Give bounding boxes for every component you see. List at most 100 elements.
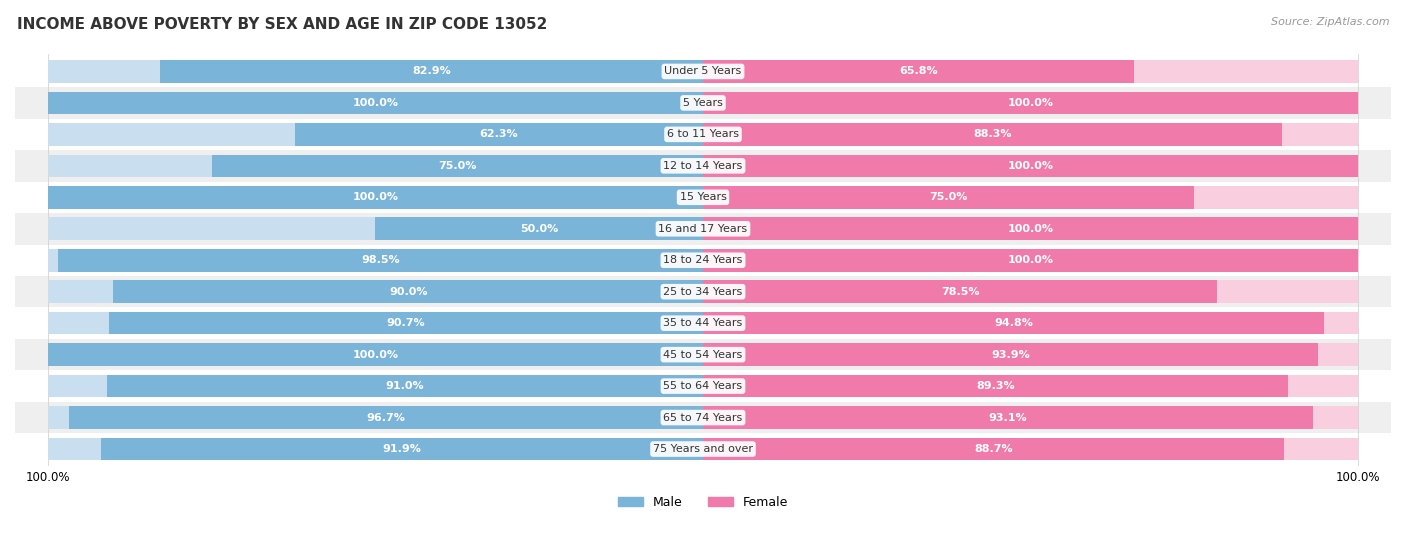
Text: 78.5%: 78.5% xyxy=(941,287,980,297)
Text: 6 to 11 Years: 6 to 11 Years xyxy=(666,129,740,139)
Bar xyxy=(703,186,1358,209)
Text: 75 Years and over: 75 Years and over xyxy=(652,444,754,454)
Bar xyxy=(375,217,703,240)
Text: 94.8%: 94.8% xyxy=(994,318,1033,328)
Bar xyxy=(15,307,1391,339)
Bar xyxy=(15,119,1391,150)
Bar xyxy=(15,276,1391,307)
Bar xyxy=(703,154,1358,177)
Bar xyxy=(15,244,1391,276)
Bar xyxy=(703,438,1358,461)
Text: 75.0%: 75.0% xyxy=(929,192,967,202)
Text: INCOME ABOVE POVERTY BY SEX AND AGE IN ZIP CODE 13052: INCOME ABOVE POVERTY BY SEX AND AGE IN Z… xyxy=(17,17,547,32)
Bar xyxy=(15,402,1391,433)
Bar xyxy=(703,60,1135,83)
Text: 15 Years: 15 Years xyxy=(679,192,727,202)
Bar xyxy=(703,123,1282,146)
Bar xyxy=(58,249,703,272)
Bar xyxy=(48,186,703,209)
Bar xyxy=(114,281,703,303)
Bar xyxy=(15,87,1391,119)
Bar xyxy=(703,92,1358,114)
Bar xyxy=(160,60,703,83)
Bar xyxy=(703,281,1218,303)
Text: 100.0%: 100.0% xyxy=(1008,98,1053,108)
Text: 90.0%: 90.0% xyxy=(389,287,427,297)
Text: 96.7%: 96.7% xyxy=(367,413,405,423)
Bar xyxy=(48,312,703,334)
Text: 55 to 64 Years: 55 to 64 Years xyxy=(664,381,742,391)
Text: 35 to 44 Years: 35 to 44 Years xyxy=(664,318,742,328)
Bar xyxy=(48,375,703,397)
Bar xyxy=(108,312,703,334)
Bar xyxy=(48,123,703,146)
Text: 100.0%: 100.0% xyxy=(353,192,398,202)
Bar xyxy=(295,123,703,146)
Text: 100.0%: 100.0% xyxy=(353,98,398,108)
Text: 98.5%: 98.5% xyxy=(361,255,399,265)
Text: Under 5 Years: Under 5 Years xyxy=(665,67,741,77)
Bar xyxy=(48,438,703,461)
Bar xyxy=(48,92,703,114)
Bar xyxy=(48,343,703,366)
Text: 91.0%: 91.0% xyxy=(385,381,425,391)
Bar xyxy=(703,375,1288,397)
Text: Source: ZipAtlas.com: Source: ZipAtlas.com xyxy=(1271,17,1389,27)
Text: 62.3%: 62.3% xyxy=(479,129,519,139)
Text: 16 and 17 Years: 16 and 17 Years xyxy=(658,224,748,234)
Legend: Male, Female: Male, Female xyxy=(613,491,793,514)
Bar xyxy=(703,217,1358,240)
Bar xyxy=(48,249,703,272)
Text: 90.7%: 90.7% xyxy=(387,318,425,328)
Bar xyxy=(15,433,1391,465)
Text: 91.9%: 91.9% xyxy=(382,444,422,454)
Bar xyxy=(703,343,1319,366)
Bar xyxy=(703,123,1358,146)
Bar xyxy=(703,343,1358,366)
Bar xyxy=(703,281,1358,303)
Bar xyxy=(703,249,1358,272)
Bar xyxy=(703,92,1358,114)
Bar xyxy=(211,154,703,177)
Text: 18 to 24 Years: 18 to 24 Years xyxy=(664,255,742,265)
Bar xyxy=(48,406,703,429)
Bar xyxy=(703,312,1324,334)
Bar xyxy=(48,186,703,209)
Text: 89.3%: 89.3% xyxy=(976,381,1015,391)
Text: 12 to 14 Years: 12 to 14 Years xyxy=(664,161,742,171)
Text: 100.0%: 100.0% xyxy=(353,349,398,359)
Bar xyxy=(703,406,1313,429)
Text: 65.8%: 65.8% xyxy=(900,67,938,77)
Bar xyxy=(48,217,703,240)
Text: 93.1%: 93.1% xyxy=(988,413,1028,423)
Text: 65 to 74 Years: 65 to 74 Years xyxy=(664,413,742,423)
Bar xyxy=(48,343,703,366)
Text: 88.7%: 88.7% xyxy=(974,444,1012,454)
Bar xyxy=(703,375,1358,397)
Bar xyxy=(15,213,1391,244)
Bar xyxy=(107,375,703,397)
Bar xyxy=(703,312,1358,334)
Text: 88.3%: 88.3% xyxy=(973,129,1011,139)
Bar xyxy=(703,60,1358,83)
Bar xyxy=(48,154,703,177)
Bar xyxy=(703,438,1284,461)
Text: 100.0%: 100.0% xyxy=(1008,224,1053,234)
Bar xyxy=(48,281,703,303)
Bar xyxy=(15,56,1391,87)
Bar xyxy=(101,438,703,461)
Text: 50.0%: 50.0% xyxy=(520,224,558,234)
Bar xyxy=(703,406,1358,429)
Bar xyxy=(703,217,1358,240)
Bar xyxy=(15,182,1391,213)
Bar xyxy=(703,154,1358,177)
Bar xyxy=(15,371,1391,402)
Bar xyxy=(48,60,703,83)
Text: 82.9%: 82.9% xyxy=(412,67,451,77)
Bar xyxy=(15,339,1391,371)
Text: 45 to 54 Years: 45 to 54 Years xyxy=(664,349,742,359)
Text: 5 Years: 5 Years xyxy=(683,98,723,108)
Bar xyxy=(15,150,1391,182)
Text: 100.0%: 100.0% xyxy=(1008,161,1053,171)
Text: 93.9%: 93.9% xyxy=(991,349,1031,359)
